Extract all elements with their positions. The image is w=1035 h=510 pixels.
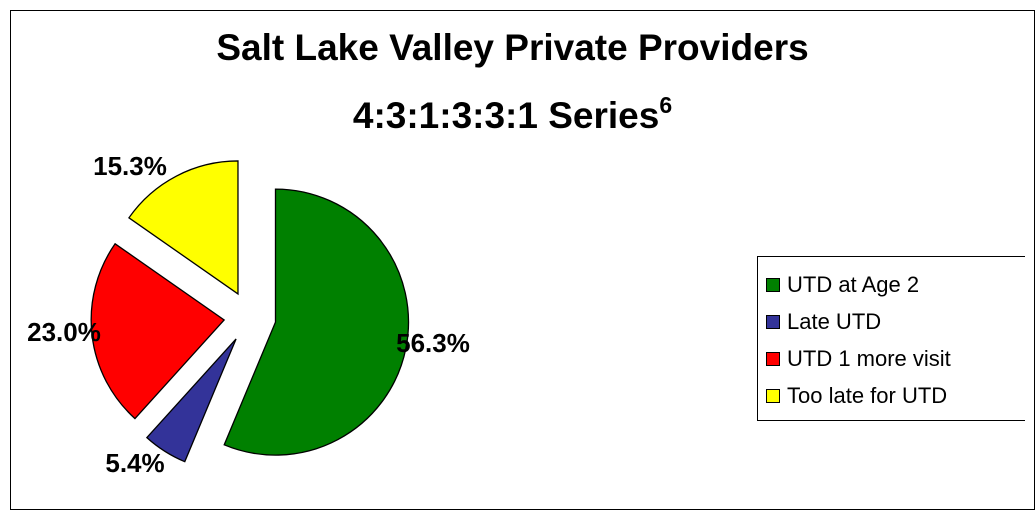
legend-label: Too late for UTD	[787, 383, 948, 408]
data-label: 23.0%	[27, 317, 101, 347]
pie-slice-utd-at-age-2	[223, 188, 410, 456]
legend-swatch	[766, 315, 780, 329]
data-label: 5.4%	[105, 448, 164, 478]
pie-slice-late-utd	[145, 338, 237, 463]
legend-label: Late UTD	[787, 309, 882, 334]
data-label: 56.3%	[396, 328, 470, 358]
legend-swatch	[766, 278, 780, 292]
legend-label: UTD at Age 2	[787, 272, 920, 297]
chart-subtitle-text: 4:3:1:3:3:1 Series	[352, 95, 660, 136]
legend-item: UTD 1 more visit	[766, 345, 951, 373]
legend-item: Too late for UTD	[766, 382, 947, 410]
data-label: 15.3%	[93, 151, 167, 181]
chart-title: Salt Lake Valley Private Providers	[216, 27, 809, 68]
legend-item: UTD at Age 2	[766, 271, 919, 299]
legend-swatch	[766, 389, 780, 403]
pie-slice-too-late-for-utd	[128, 160, 239, 296]
legend-swatch	[766, 352, 780, 366]
chart-subtitle-superscript: 6	[659, 92, 673, 118]
pie-slice-utd-1-more-visit	[90, 242, 226, 420]
legend: UTD at Age 2 Late UTD UTD 1 more visit Too …	[757, 256, 1025, 421]
legend-item: Late UTD	[766, 308, 881, 336]
legend-label: UTD 1 more visit	[787, 346, 951, 371]
chart-subtitle: 4:3:1:3:3:1 Series6	[0, 92, 1025, 137]
